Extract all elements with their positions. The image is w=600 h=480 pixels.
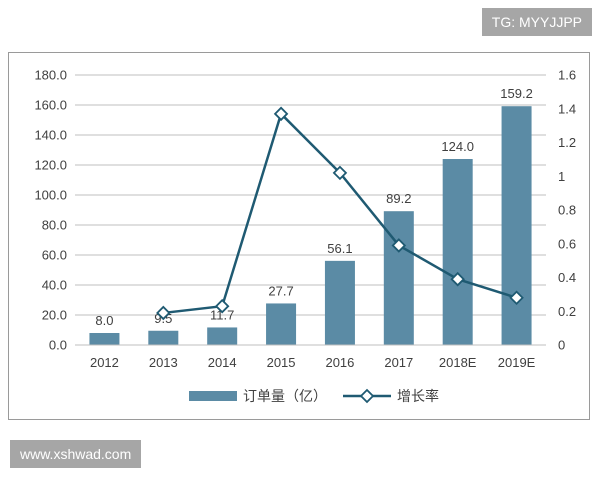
bar-2012 [89,333,120,345]
y-left-tick-label: 60.0 [42,248,67,263]
bar-value-label: 89.2 [386,191,411,206]
order-volume-chart: 0.0 20.0 40.0 60.0 80.0 100.0 120.0 140.0 160.0 1… [34,68,576,405]
y-right-tick-label: 0.8 [558,203,576,218]
watermark-tag: TG: MYYJJPP [481,8,592,36]
y-left-tick-label: 40.0 [42,278,67,293]
y-right-tick-label: 0.6 [558,236,576,251]
bar-2018E [442,159,473,345]
legend-line-label: 增长率 [397,388,439,404]
y-left-tick-label: 160.0 [34,98,67,113]
bar-2015 [266,303,297,345]
y-left-tick-label: 80.0 [42,218,67,233]
y-right-tick-label: 0 [558,338,565,353]
growth-rate-point-2017 [391,238,407,253]
y-left-tick-label: 20.0 [42,308,67,323]
y-left-tick-label: 140.0 [34,128,67,143]
bar-value-label: 56.1 [327,241,352,256]
y-left-tick-label: 0.0 [49,338,67,353]
y-left-tick-label: 180.0 [34,68,67,83]
bar-2019E [501,106,532,345]
bar-value-label: 11.7 [210,307,234,322]
growth-rate-point-2014 [214,298,230,314]
y-right-tick-label: 0.4 [558,270,576,285]
y-right-tick-label: 1.6 [558,68,576,83]
growth-rate-point-2013 [156,305,171,321]
y-left-tick-label: 100.0 [34,188,67,203]
x-tick-label: 2013 [149,355,178,370]
y-right-tick-label: 1.2 [558,135,576,150]
watermark-site: www.xshwad.com [10,440,142,468]
growth-rate-point-2019E [509,290,524,306]
legend-bar-swatch [189,391,237,401]
legend-diamond-icon [359,388,375,404]
bar-2016 [324,260,355,345]
x-tick-label: 2018E [439,355,477,370]
x-tick-label: 2017 [384,355,413,370]
x-tick-label: 2014 [208,355,237,370]
y-left-tick-label: 120.0 [34,158,67,173]
growth-rate-point-2018E [450,271,465,287]
bar-2014 [207,327,238,345]
x-tick-label: 2016 [325,355,354,370]
growth-rate-point-2015 [273,106,289,122]
bar-value-label: 124.0 [441,139,474,154]
growth-rate-point-2016 [332,165,348,181]
chart-frame: 0.0 20.0 40.0 60.0 80.0 100.0 120.0 140.0 160.0 1… [8,52,590,420]
bar-2013 [148,330,179,345]
bar-value-label: 159.2 [500,86,533,101]
y-right-tick-label: 0.2 [558,304,576,319]
legend-bar-label: 订单量（亿） [243,388,327,404]
y-right-tick-label: 1.4 [558,101,576,116]
y-right-tick-label: 1 [558,169,565,184]
bar-value-label: 27.7 [268,283,293,298]
bar-value-label: 8.0 [95,313,113,328]
x-tick-label: 2019E [498,355,536,370]
x-tick-label: 2015 [267,355,296,370]
x-tick-label: 2012 [90,355,119,370]
